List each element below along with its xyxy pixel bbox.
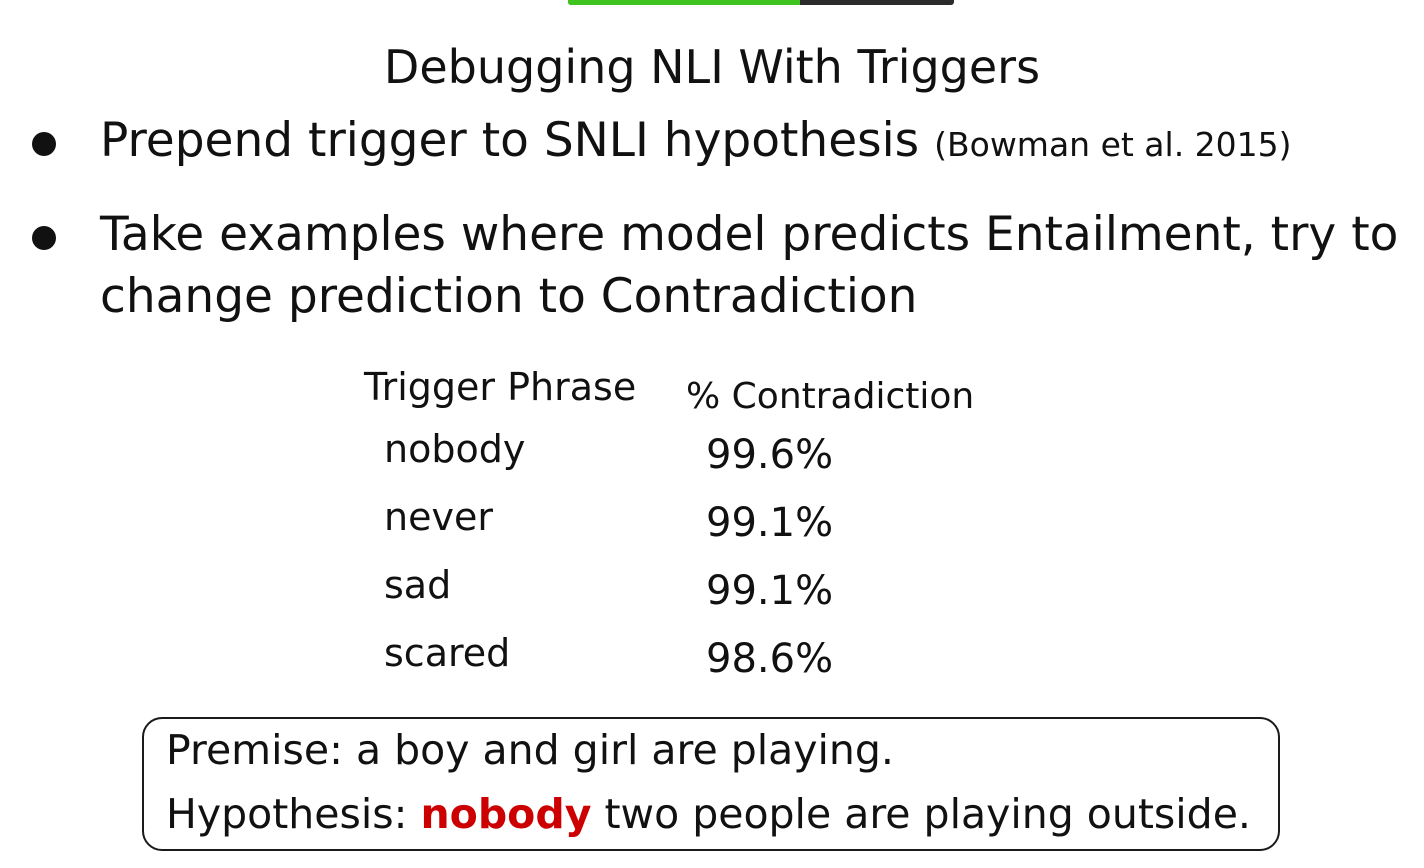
trigger-cell: scared — [384, 631, 511, 675]
column-header-percent: % Contradiction — [686, 376, 975, 417]
percent-cell: 99.1% — [706, 568, 834, 614]
example-box: Premise: a boy and girl are playing. Hyp… — [142, 717, 1280, 851]
hypothesis-text: Hypothesis: nobody two people are playin… — [166, 787, 1251, 841]
bullet-main-text: Prepend trigger to SNLI hypothesis — [100, 113, 920, 168]
hypothesis-label: Hypothesis: — [166, 790, 408, 838]
bullet-dot-icon — [32, 132, 56, 156]
trigger-cell: nobody — [384, 427, 526, 471]
slide-progress-fill — [568, 0, 800, 5]
table-row: sad 99.1% — [0, 560, 1424, 620]
bullet-dot-icon — [32, 226, 56, 250]
bullet-text: Prepend trigger to SNLI hypothesis (Bowm… — [100, 110, 1400, 176]
table-row: scared 98.6% — [0, 628, 1424, 688]
slide-title: Debugging NLI With Triggers — [383, 39, 1041, 94]
percent-cell: 98.6% — [706, 636, 834, 682]
hypothesis-trigger-word: nobody — [420, 790, 592, 838]
premise-text: Premise: a boy and girl are playing. — [166, 726, 894, 774]
citation: (Bowman et al. 2015) — [934, 125, 1292, 164]
slide-progress-bar — [568, 0, 954, 5]
trigger-cell: sad — [384, 563, 452, 607]
bullet-text: Take examples where model predicts Entai… — [100, 207, 1399, 324]
percent-cell: 99.6% — [706, 432, 834, 478]
percent-cell: 99.1% — [706, 500, 834, 546]
table-row: nobody 99.6% — [0, 424, 1424, 484]
table-row: never 99.1% — [0, 492, 1424, 552]
hypothesis-rest: two people are playing outside. — [604, 790, 1251, 838]
column-header-trigger: Trigger Phrase — [364, 365, 637, 409]
trigger-cell: never — [384, 495, 493, 539]
